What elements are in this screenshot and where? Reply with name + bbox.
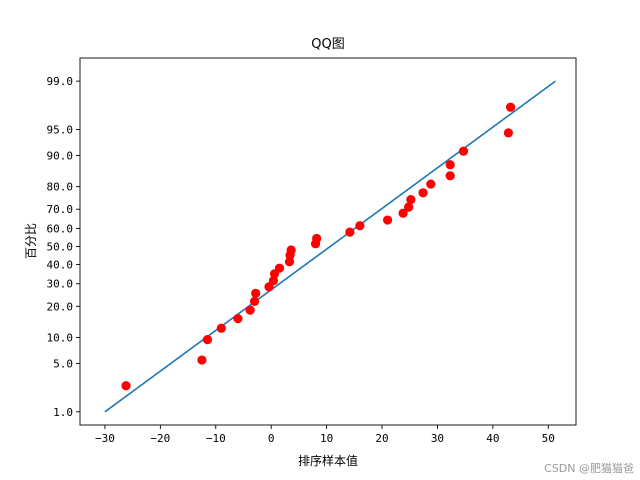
y-tick-label: 5.0 <box>53 357 73 370</box>
y-axis-label: 百分比 <box>24 223 38 259</box>
y-tick-label: 70.0 <box>47 203 74 216</box>
x-tick-label: 20 <box>375 432 388 445</box>
data-point <box>345 227 355 237</box>
y-tick-label: 90.0 <box>47 149 74 162</box>
y-tick-label: 20.0 <box>47 300 74 313</box>
data-point <box>458 146 469 156</box>
x-tick-label: 40 <box>486 432 499 445</box>
x-tick-label: −20 <box>150 432 170 445</box>
y-tick-label: 10.0 <box>47 332 74 345</box>
data-point <box>121 381 131 391</box>
data-point <box>426 179 436 189</box>
data-point <box>382 215 393 225</box>
data-point <box>202 335 213 345</box>
chart-title: QQ图 <box>311 37 344 52</box>
data-point <box>404 202 414 212</box>
data-point <box>274 263 285 273</box>
data-point <box>249 296 260 306</box>
data-point <box>406 195 416 205</box>
x-tick-label: −10 <box>206 432 226 445</box>
x-tick-label: −30 <box>95 432 115 445</box>
data-point <box>251 288 261 298</box>
data-point <box>445 160 455 170</box>
data-point <box>216 323 226 333</box>
data-point <box>245 305 255 315</box>
reference-line <box>104 80 556 413</box>
data-point <box>355 221 365 231</box>
y-tick-label: 30.0 <box>47 278 74 291</box>
watermark-text: CSDN @肥猫猫爸 <box>544 462 634 475</box>
y-tick-label: 99.0 <box>47 75 74 88</box>
x-tick-label: 30 <box>431 432 444 445</box>
x-tick-label: 0 <box>268 432 275 445</box>
y-tick-label: 95.0 <box>47 124 74 137</box>
data-point <box>197 355 207 365</box>
data-point <box>268 276 279 286</box>
y-tick-label: 80.0 <box>47 181 74 194</box>
data-point <box>418 188 428 198</box>
data-point <box>503 128 513 138</box>
data-point <box>398 208 408 218</box>
y-tick-label: 1.0 <box>53 406 73 419</box>
data-point <box>312 233 322 244</box>
data-point <box>506 102 516 112</box>
plot-area: −30 −20 −10 0 10 20 30 40 50 1.0 5.0 10.0 20.0 30.0 40… <box>47 57 577 445</box>
x-tick-label: 10 <box>320 432 333 445</box>
data-point <box>445 171 455 181</box>
axes-frame <box>79 57 577 426</box>
x-tick-label: 50 <box>542 432 555 445</box>
y-tick-label: 60.0 <box>47 222 74 235</box>
data-point <box>286 245 296 255</box>
y-tick-label: 50.0 <box>47 240 74 253</box>
y-tick-label: 40.0 <box>47 258 74 271</box>
data-point <box>233 314 243 324</box>
x-axis-label: 排序样本值 <box>298 453 358 468</box>
